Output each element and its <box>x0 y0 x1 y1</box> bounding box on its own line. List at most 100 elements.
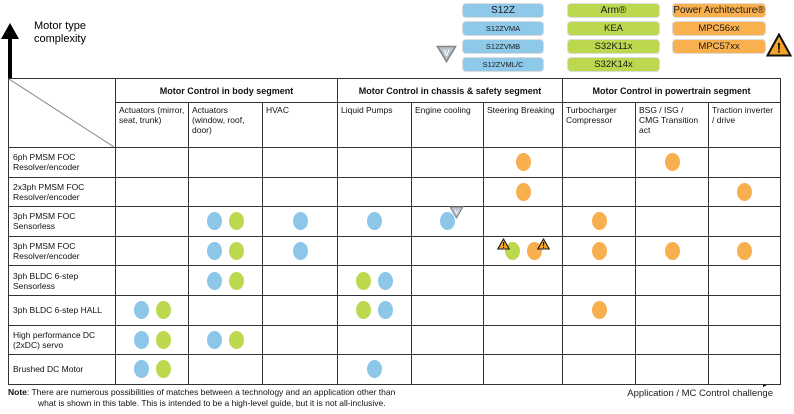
x-axis-label: Application / MC Control challenge <box>627 388 773 399</box>
marker-dot-blue <box>133 330 149 349</box>
matrix-cell <box>562 235 636 267</box>
legend-column-power-architecture: Power Architecture® MPC56xx MPC57xx <box>672 3 766 57</box>
marker-dot-blue <box>207 242 222 261</box>
matrix-cell <box>635 235 709 267</box>
cell-markers <box>563 296 635 325</box>
matrix-cell <box>562 354 636 385</box>
column-header-bsg-isg-cmg-transition-act: BSG / ISG / CMG Transition act <box>635 102 709 148</box>
matrix-cell <box>262 294 338 326</box>
warning-triangle-icon: ! <box>496 238 510 250</box>
cell-markers <box>709 148 780 177</box>
row-label-3ph-bldc-6-step-hall: 3ph BLDC 6-step HALL <box>8 294 116 326</box>
cell-markers <box>189 207 262 236</box>
cell-markers <box>263 207 337 236</box>
cell-markers <box>189 355 262 384</box>
matrix-cell <box>115 235 189 267</box>
cell-markers <box>189 148 262 177</box>
cell-markers <box>412 178 483 207</box>
table-row-high-performance-dc-2xdc-servo: High performance DC (2xDC) servo <box>8 324 781 356</box>
column-header-turbocharger-compressor: Turbocharger Compressor <box>562 102 636 148</box>
cell-markers <box>189 178 262 207</box>
cell-markers <box>484 266 562 295</box>
cell-markers <box>563 355 635 384</box>
marker-dot-blue <box>292 242 308 261</box>
column-header-engine-cooling: Engine cooling <box>411 102 484 148</box>
svg-text:!: ! <box>502 241 505 250</box>
marker-dot-green: ! <box>496 238 520 261</box>
motor-application-matrix: Motor Control in body segment Motor Contr… <box>8 77 781 385</box>
cell-markers <box>484 296 562 325</box>
cell-markers <box>484 355 562 384</box>
corner-cell <box>8 78 116 148</box>
cell-markers <box>116 266 188 295</box>
cell-markers <box>263 326 337 355</box>
cell-markers <box>189 296 262 325</box>
matrix-cell <box>411 147 484 178</box>
column-header-actuators-mirror-seat-trunk: Actuators (mirror, seat, trunk) <box>115 102 189 148</box>
marker-dot-orange: ! <box>526 238 550 261</box>
marker-dot-green <box>229 212 244 231</box>
matrix-cell <box>337 147 412 178</box>
marker-dot-blue <box>378 271 393 290</box>
corner-diagonal-line <box>9 79 114 147</box>
marker-dot-orange <box>515 182 531 201</box>
matrix-cell <box>411 294 484 326</box>
cell-markers <box>116 296 188 325</box>
matrix-cell <box>115 265 189 296</box>
legend-chip-kea: KEA <box>567 21 660 36</box>
marker-dot-orange <box>737 182 752 201</box>
cell-markers <box>563 237 635 266</box>
matrix-cell <box>411 176 484 208</box>
matrix-cell <box>188 206 263 237</box>
matrix-cell <box>635 206 709 237</box>
note-line1-text: : There are numerous possibilities of ma… <box>26 387 396 397</box>
cell-markers <box>263 266 337 295</box>
matrix-cell <box>562 176 636 208</box>
matrix-cell <box>411 265 484 296</box>
marker-dot-blue <box>133 360 149 379</box>
cell-markers <box>338 148 411 177</box>
svg-text:V: V <box>443 48 450 59</box>
y-axis-arrowhead-icon <box>1 23 19 39</box>
cell-markers <box>636 355 708 384</box>
cell-markers <box>484 326 562 355</box>
cell-markers <box>563 178 635 207</box>
matrix-cell <box>115 176 189 208</box>
matrix-cell <box>483 324 563 356</box>
cell-markers <box>116 355 188 384</box>
cell-markers <box>636 296 708 325</box>
matrix-cell <box>262 324 338 356</box>
cell-markers <box>484 207 562 236</box>
column-header-actuators-window-roof-door: Actuators (window, roof, door) <box>188 102 263 148</box>
cell-markers <box>116 237 188 266</box>
legend-chip-s12zvmb: S12ZVMB <box>462 39 544 54</box>
cell-markers <box>338 266 411 295</box>
cell-markers <box>563 207 635 236</box>
matrix-cell <box>337 265 412 296</box>
cell-markers: !! <box>484 237 562 266</box>
matrix-cell <box>262 265 338 296</box>
row-label-6ph-pmsm-foc-resolver-encoder: 6ph PMSM FOC Resolver/encoder <box>8 147 116 178</box>
cell-markers <box>412 266 483 295</box>
marker-dot-green <box>155 360 171 379</box>
cell-markers <box>189 266 262 295</box>
cell-markers: V <box>412 206 483 236</box>
matrix-cell <box>562 265 636 296</box>
marker-dot-blue <box>292 212 308 231</box>
cell-markers <box>338 326 411 355</box>
legend-column-s12z: S12Z S12ZVMA S12ZVMB S12ZVML/C <box>462 3 544 75</box>
matrix-cell <box>411 354 484 385</box>
matrix-cell <box>188 324 263 356</box>
cell-markers <box>338 296 411 325</box>
note: Note: There are numerous possibilities o… <box>8 387 395 408</box>
matrix-cell <box>337 294 412 326</box>
marker-dot-blue <box>378 301 393 320</box>
cell-markers <box>263 296 337 325</box>
warning-triangle-icon: ! <box>536 238 550 250</box>
y-axis-label-line1: Motor type <box>34 20 86 32</box>
cell-markers <box>412 355 483 384</box>
column-header-traction-inverter-drive: Traction inverter / drive <box>708 102 781 148</box>
matrix-cell <box>483 206 563 237</box>
marker-dot-orange <box>591 301 607 320</box>
note-line2: what is shown in this table. This is int… <box>38 397 386 408</box>
